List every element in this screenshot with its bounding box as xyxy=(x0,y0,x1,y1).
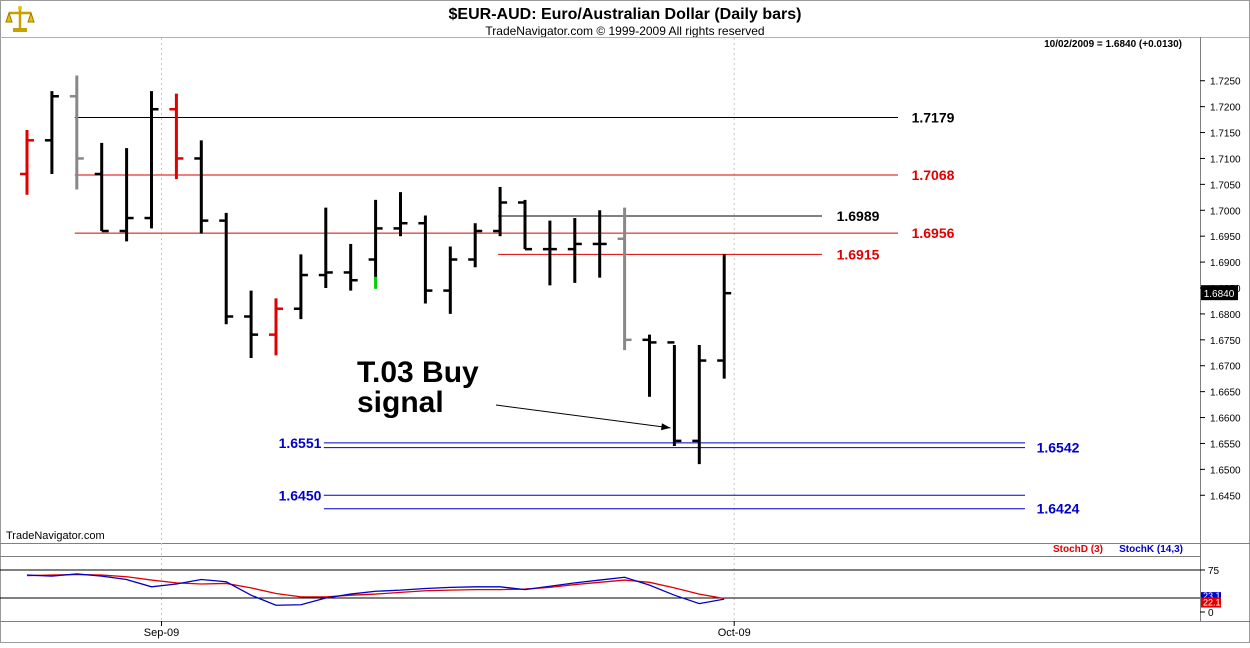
y-tick-label: 1.6700 xyxy=(1210,362,1241,373)
stoch-tick-label: 0 xyxy=(1208,608,1214,619)
y-tick-label: 1.7100 xyxy=(1210,154,1241,165)
level-label: 1.6551 xyxy=(279,435,322,451)
ohlc-bar xyxy=(667,341,682,447)
ohlc-bar xyxy=(144,91,159,229)
level-label: 1.6915 xyxy=(837,246,880,262)
stochk-value: 23.15 xyxy=(1203,591,1226,601)
ohlc-bar xyxy=(642,334,657,397)
ohlc-bar xyxy=(443,246,458,314)
copyright-subtitle: TradeNavigator.com © 1999-2009 All right… xyxy=(485,24,764,38)
price-axis: 1.7250 1.7200 1.7150 1.7100 1.7050 1.7000 1.69… xyxy=(1200,77,1241,502)
y-tick-label: 1.7050 xyxy=(1210,180,1241,191)
ohlc-bar xyxy=(20,129,34,195)
ohlc-bar xyxy=(194,140,209,234)
ohlc-bar xyxy=(493,186,508,237)
annotation-arrow-head xyxy=(661,423,671,431)
y-tick-label: 1.6900 xyxy=(1210,258,1241,269)
levels-layer: 1.7179 1.7068 1.6989 1.6956 1.6915 1.6551 1.65… xyxy=(74,110,1080,517)
y-tick-label: 1.6750 xyxy=(1210,336,1241,347)
ohlc-bar xyxy=(393,192,408,237)
level-label: 1.6989 xyxy=(837,208,880,224)
ohlc-bar xyxy=(219,212,234,325)
y-tick-label: 1.7200 xyxy=(1210,103,1241,114)
y-tick-label: 1.6950 xyxy=(1210,232,1241,243)
level-label: 1.6542 xyxy=(1037,440,1080,456)
ohlc-bar xyxy=(119,148,134,242)
level-label: 1.6450 xyxy=(279,487,322,503)
y-tick-label: 1.6500 xyxy=(1210,465,1241,476)
stochd-value: 22.12 xyxy=(1203,598,1226,608)
level-label: 1.7179 xyxy=(912,110,955,126)
balance-scale-icon xyxy=(4,4,36,34)
annotation-text: T.03 Buy xyxy=(357,356,479,389)
time-axis: Sep-09 Oct-09 xyxy=(144,621,751,639)
stochd-value-box xyxy=(1201,597,1221,608)
x-tick-label: Oct-09 xyxy=(718,627,751,639)
legend-stochk: StochK (14,3) xyxy=(1119,544,1183,555)
level-label: 1.7068 xyxy=(912,167,955,183)
ohlc-bar xyxy=(44,91,59,174)
ohlc-bar xyxy=(542,220,557,286)
chart-title: $EUR-AUD: Euro/Australian Dollar (Daily … xyxy=(449,6,802,23)
watermark-text: TradeNavigator.com xyxy=(6,530,105,542)
y-tick-label: 1.6450 xyxy=(1210,491,1241,502)
ohlc-bar xyxy=(343,243,358,291)
ohlc-bar xyxy=(368,199,383,278)
ohlc-bar xyxy=(94,142,109,233)
level-label: 1.6424 xyxy=(1037,501,1080,517)
ohlc-bar xyxy=(169,93,184,180)
x-tick-label: Sep-09 xyxy=(144,627,179,639)
ohlc-bar xyxy=(592,210,607,278)
grid-layer xyxy=(161,38,735,621)
y-tick-label: 1.6550 xyxy=(1210,439,1241,450)
ohlc-bar xyxy=(418,215,433,304)
annotation-arrow-line xyxy=(495,404,671,429)
stoch-series-line xyxy=(26,573,725,606)
ohlc-bar xyxy=(567,218,582,283)
last-price-box xyxy=(1201,285,1238,301)
ohlc-bar xyxy=(617,207,632,351)
level-label: 1.6956 xyxy=(912,225,955,241)
bars-layer xyxy=(20,75,732,465)
stoch-series-line xyxy=(26,573,725,600)
ohlc-bar xyxy=(692,345,707,465)
ohlc-bar xyxy=(244,290,259,358)
y-tick-label: 1.6600 xyxy=(1210,414,1241,425)
ohlc-bar xyxy=(468,223,483,268)
ohlc-bar xyxy=(518,199,532,251)
last-price-label: 1.6840 xyxy=(1204,289,1235,300)
last-quote-readout: 10/02/2009 = 1.6840 (+0.0130) xyxy=(1044,39,1182,50)
annotation-text: signal xyxy=(357,386,444,419)
ohlc-bar xyxy=(69,75,84,190)
ohlc-bar xyxy=(318,207,333,288)
legend-stochd: StochD (3) xyxy=(1053,544,1103,555)
stochk-value-box xyxy=(1201,592,1221,602)
stoch-tick-label: 75 xyxy=(1208,566,1220,577)
y-tick-label: 1.7150 xyxy=(1210,129,1241,140)
y-tick-label: 1.7000 xyxy=(1210,206,1241,217)
y-tick-label: 1.7250 xyxy=(1210,77,1241,88)
y-tick-label: 1.6800 xyxy=(1210,310,1241,321)
ohlc-bar xyxy=(269,298,283,356)
ohlc-bar xyxy=(293,254,308,320)
ohlc-bar xyxy=(717,254,732,379)
y-tick-label: 1.6650 xyxy=(1210,388,1241,399)
